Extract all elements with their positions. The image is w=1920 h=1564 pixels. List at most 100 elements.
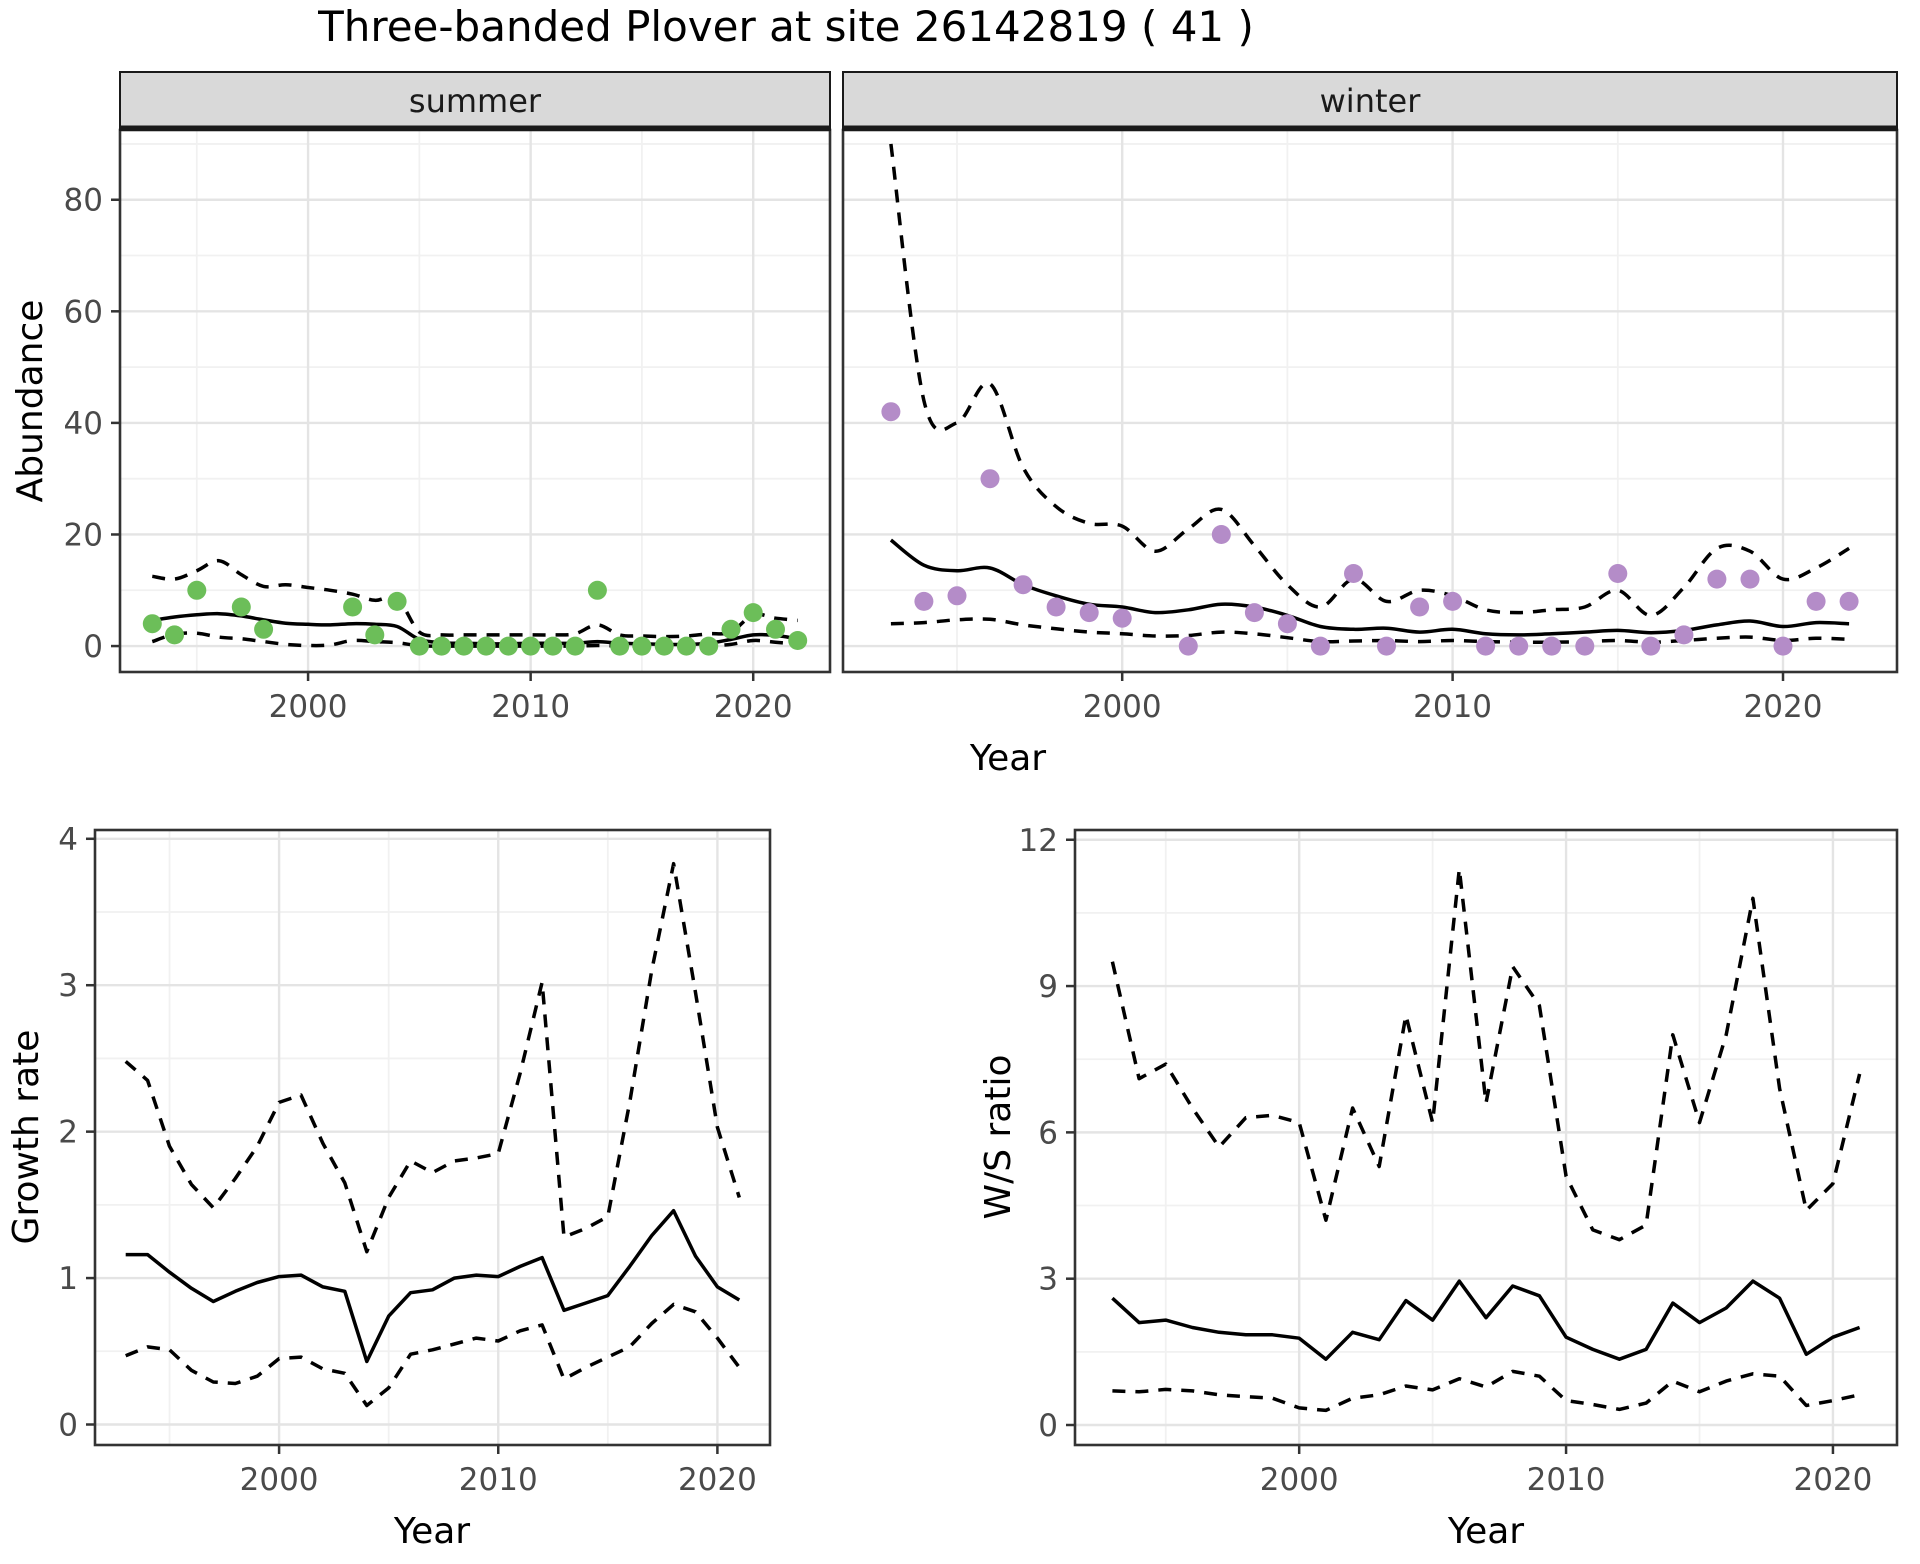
data-point xyxy=(947,586,967,606)
gridlines xyxy=(120,130,830,672)
gridlines xyxy=(843,130,1897,672)
data-point xyxy=(365,625,385,645)
data-point xyxy=(1211,525,1231,544)
y-tick-label: 80 xyxy=(64,183,103,219)
y-tick-label: 2 xyxy=(58,1115,78,1151)
facet-strip-label: winter xyxy=(1320,82,1422,120)
data-point xyxy=(1277,614,1297,634)
series-layer xyxy=(881,143,1859,656)
panel-growth-rate: 2000 2010 2020 0 1 2 3 4 xyxy=(58,822,772,1498)
data-point xyxy=(1707,569,1727,589)
data-point xyxy=(1244,603,1264,623)
x-axis-title-top: Year xyxy=(969,738,1046,779)
data-point xyxy=(914,591,934,611)
data-point xyxy=(721,619,741,639)
y-tick-label: 0 xyxy=(83,629,103,665)
facet-strip-label: summer xyxy=(409,82,542,120)
data-point xyxy=(1046,597,1066,617)
x-tick-label: 2020 xyxy=(678,1462,757,1498)
data-point xyxy=(521,636,541,656)
lower-ci-line xyxy=(1112,1369,1860,1413)
y-tick-label: 4 xyxy=(58,822,78,858)
data-point xyxy=(676,636,696,656)
panel-background xyxy=(95,830,770,1445)
data-point xyxy=(980,469,1000,489)
data-point xyxy=(142,614,162,634)
data-point xyxy=(1476,636,1496,656)
data-point xyxy=(454,636,474,656)
data-point xyxy=(881,402,901,422)
panel-border xyxy=(93,828,772,1447)
data-point xyxy=(632,636,652,656)
y-axis-title-abundance: Abundance xyxy=(10,300,51,503)
data-point xyxy=(1310,636,1330,656)
panel-ws-ratio: 2000 2010 2020 0 3 6 9 12 xyxy=(1019,823,1899,1498)
x-tick-label: 2010 xyxy=(491,689,570,725)
y-tick-label: 6 xyxy=(1038,1115,1058,1151)
data-point xyxy=(610,636,630,656)
data-point xyxy=(254,619,274,639)
x-tick-label: 2000 xyxy=(1083,689,1162,725)
x-tick-label: 2010 xyxy=(459,1462,538,1498)
series-layer xyxy=(1110,867,1862,1413)
data-point xyxy=(1410,597,1430,617)
data-point xyxy=(1112,608,1132,628)
data-point xyxy=(432,636,452,656)
x-tick-label: 2020 xyxy=(1793,1462,1872,1498)
y-tick-label: 1 xyxy=(58,1261,78,1297)
data-point xyxy=(498,636,518,656)
data-point xyxy=(587,580,607,600)
panel-border xyxy=(1073,828,1899,1447)
panel-background xyxy=(120,130,830,672)
data-point xyxy=(788,631,808,650)
chart-title: Three-banded Plover at site 26142819 ( 4… xyxy=(318,2,1254,51)
x-tick-label: 2010 xyxy=(1527,1462,1606,1498)
x-tick-label: 2000 xyxy=(1260,1462,1339,1498)
data-point xyxy=(1740,569,1760,589)
y-tick-label: 9 xyxy=(1038,969,1058,1005)
gridlines xyxy=(1075,830,1897,1445)
y-axis-title-ws-ratio: W/S ratio xyxy=(978,1054,1019,1219)
y-tick-label: 0 xyxy=(58,1408,78,1444)
x-axis-title-ws: Year xyxy=(1447,1511,1524,1552)
data-point xyxy=(1509,636,1529,656)
lower-ci-line xyxy=(125,1302,741,1408)
x-tick-label: 2000 xyxy=(269,689,348,725)
data-point xyxy=(543,636,563,656)
panel-summer: summer 2000 2010 2020 0 20 40 60 80 xyxy=(64,71,832,725)
series-layer xyxy=(142,558,808,656)
y-axis-title-growth-rate: Growth rate xyxy=(6,1030,47,1245)
data-point xyxy=(654,636,674,656)
lower-ci-line xyxy=(890,617,1850,644)
y-tick-label: 3 xyxy=(1038,1262,1058,1298)
y-tick-label: 12 xyxy=(1019,823,1058,859)
data-point xyxy=(1542,636,1562,656)
upper-ci-line xyxy=(151,558,798,639)
data-point xyxy=(1839,591,1859,611)
x-tick-label: 2010 xyxy=(1413,689,1492,725)
data-point xyxy=(1674,625,1694,645)
y-tick-label: 60 xyxy=(64,294,103,330)
data-point xyxy=(187,580,207,600)
data-point xyxy=(1079,603,1099,623)
facet-strip xyxy=(842,71,1898,131)
data-point xyxy=(1806,591,1826,611)
data-point xyxy=(1575,636,1595,656)
data-point xyxy=(1608,564,1628,583)
data-point xyxy=(343,597,363,617)
data-point xyxy=(1178,636,1198,656)
y-tick-label: 3 xyxy=(58,968,78,1004)
data-point xyxy=(743,603,763,623)
data-point xyxy=(766,619,785,639)
observed-counts xyxy=(142,580,808,656)
data-point xyxy=(387,591,407,611)
data-point xyxy=(1641,636,1661,656)
x-tick-label: 2000 xyxy=(240,1462,319,1498)
data-point xyxy=(1344,564,1363,583)
model-fit-line xyxy=(1111,1279,1861,1361)
data-point xyxy=(476,636,496,656)
observed-counts xyxy=(881,402,1859,656)
y-tick-label: 0 xyxy=(1038,1408,1058,1444)
